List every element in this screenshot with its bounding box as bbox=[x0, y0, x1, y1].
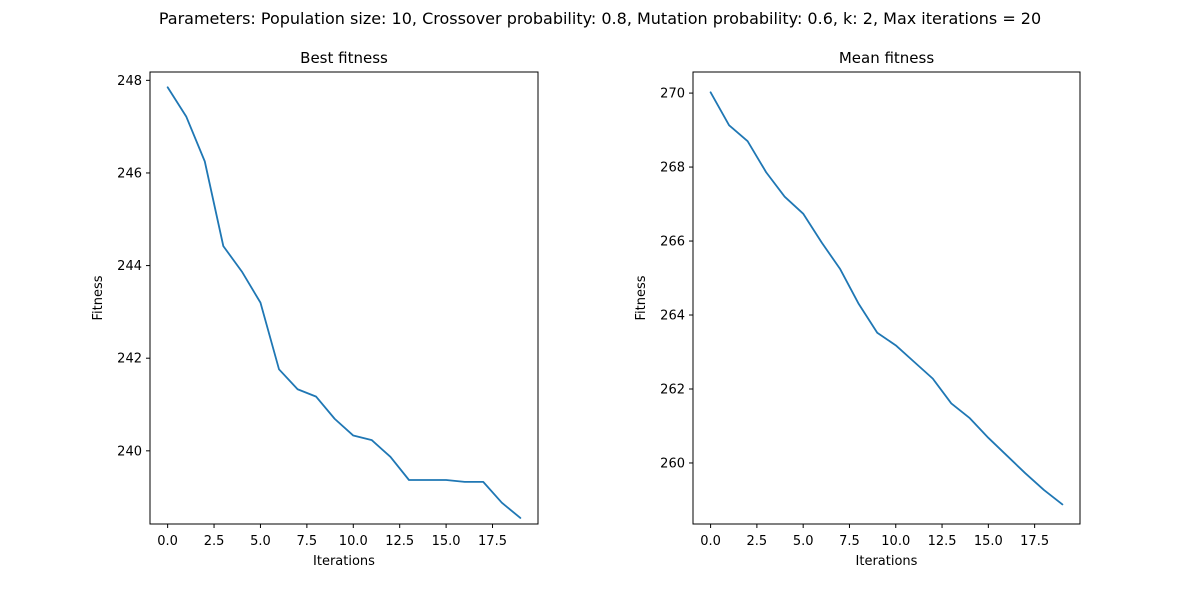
best-fitness-axes: Best fitness 0.0 2.5 5.0 7.5 10.0 12.5 15.0 17.5… bbox=[91, 49, 539, 569]
best-fitness-y-axis-label: Fitness bbox=[91, 275, 106, 320]
best-fitness-x-tick-label: 2.5 bbox=[204, 534, 225, 549]
best-fitness-x-tick-label: 10.0 bbox=[339, 534, 368, 549]
best-fitness-plot-frame bbox=[149, 71, 539, 525]
best-fitness-x-tick-label: 12.5 bbox=[385, 534, 414, 549]
mean-fitness-axes: Mean fitness 0.0 2.5 5.0 7.5 10.0 12.5 15.0 17.5… bbox=[634, 49, 1081, 569]
mean-fitness-x-tick-label: 10.0 bbox=[881, 534, 910, 549]
best-fitness-x-axis-label: Iterations bbox=[313, 554, 375, 569]
best-fitness-x-tick-label: 5.0 bbox=[250, 534, 271, 549]
mean-fitness-x-tick-label: 0.0 bbox=[700, 534, 721, 549]
mean-fitness-x-tick-label: 7.5 bbox=[839, 534, 860, 549]
mean-fitness-chart-title: Mean fitness bbox=[839, 49, 935, 67]
best-fitness-y-tick-label: 242 bbox=[117, 352, 142, 367]
mean-fitness-plot-frame bbox=[692, 71, 1081, 525]
mean-fitness-y-tick-label: 262 bbox=[660, 382, 685, 397]
mean-fitness-y-axis-label: Fitness bbox=[634, 275, 649, 320]
best-fitness-y-tick-label: 246 bbox=[117, 166, 142, 181]
best-fitness-series-line bbox=[166, 86, 522, 519]
best-fitness-y-tick-label: 248 bbox=[117, 74, 142, 89]
mean-fitness-x-tick-label: 15.0 bbox=[974, 534, 1003, 549]
figure-suptitle: Parameters: Population size: 10, Crossov… bbox=[159, 9, 1041, 28]
mean-fitness-series-line bbox=[709, 91, 1064, 506]
mean-fitness-x-tick-label: 17.5 bbox=[1020, 534, 1049, 549]
best-fitness-y-tick-label: 240 bbox=[117, 444, 142, 459]
mean-fitness-x-tick-label: 2.5 bbox=[747, 534, 768, 549]
best-fitness-y-tick-label: 244 bbox=[117, 259, 142, 274]
best-fitness-x-tick-label: 0.0 bbox=[157, 534, 178, 549]
best-fitness-x-tick-label: 15.0 bbox=[432, 534, 461, 549]
mean-fitness-y-tick-label: 264 bbox=[660, 309, 685, 324]
mean-fitness-y-tick-label: 268 bbox=[660, 161, 685, 176]
best-fitness-x-tick-label: 17.5 bbox=[478, 534, 507, 549]
mean-fitness-x-tick-label: 12.5 bbox=[928, 534, 957, 549]
mean-fitness-y-tick-label: 266 bbox=[660, 235, 685, 250]
mean-fitness-x-tick-label: 5.0 bbox=[793, 534, 814, 549]
best-fitness-chart-title: Best fitness bbox=[300, 49, 388, 67]
mean-fitness-y-tick-label: 270 bbox=[660, 87, 685, 102]
best-fitness-x-tick-label: 7.5 bbox=[297, 534, 318, 549]
mean-fitness-y-tick-label: 260 bbox=[660, 456, 685, 471]
mean-fitness-x-axis-label: Iterations bbox=[856, 554, 918, 569]
